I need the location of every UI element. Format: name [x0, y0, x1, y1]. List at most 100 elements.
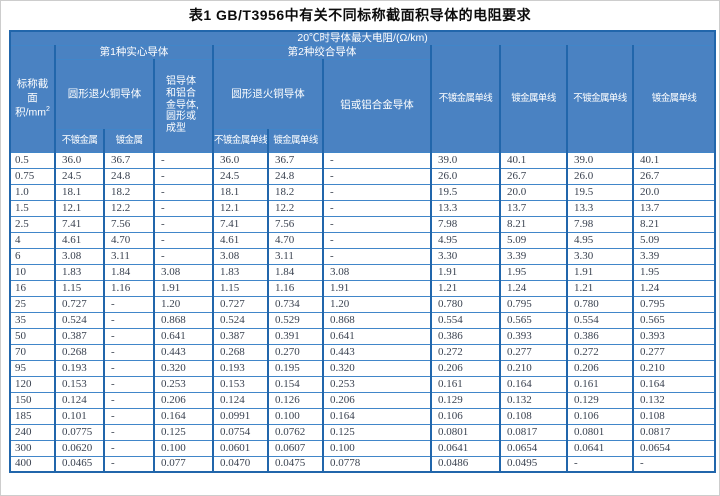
value-cell: 4.70	[267, 231, 324, 249]
value-cell: 39.0	[566, 151, 634, 169]
row-area-cell: 2.5	[9, 215, 56, 233]
value-cell: 0.106	[566, 407, 634, 425]
header-plated-single-wire-1: 镀金属单线	[499, 44, 568, 153]
value-cell: 0.0754	[212, 423, 269, 441]
value-cell: 0.0495	[499, 455, 568, 473]
value-cell: 3.08	[153, 263, 214, 281]
value-cell: 0.206	[430, 359, 501, 377]
value-cell: 0.268	[212, 343, 269, 361]
value-cell: 19.5	[566, 183, 634, 201]
value-cell: 0.393	[499, 327, 568, 345]
row-area-cell: 400	[9, 455, 56, 473]
value-cell: 0.153	[212, 375, 269, 393]
value-cell: 12.2	[103, 199, 155, 217]
value-cell: 0.524	[54, 311, 105, 329]
value-cell: 0.161	[566, 375, 634, 393]
table-row: 50 0.387-0.641 0.387 0.391 0.641 0.386 0.393 0.…	[9, 327, 717, 345]
value-cell: 0.727	[212, 295, 269, 313]
value-cell: 0.161	[430, 375, 501, 393]
value-cell: 0.0607	[267, 439, 324, 457]
value-cell: 40.1	[631, 151, 717, 169]
row-area-cell: 150	[9, 391, 56, 409]
header-solid-round-annealed-copper: 圆形退火铜导体	[54, 58, 155, 130]
value-cell: 26.0	[430, 167, 501, 185]
value-cell: -	[322, 167, 432, 185]
value-cell: 5.09	[631, 231, 717, 249]
value-cell: 0.100	[267, 407, 324, 425]
value-cell: 0.320	[153, 359, 214, 377]
value-cell: 3.08	[212, 247, 269, 265]
value-cell: 3.11	[103, 247, 155, 265]
row-area-cell: 185	[9, 407, 56, 425]
value-cell: -	[103, 455, 155, 473]
value-cell: -	[153, 231, 214, 249]
value-cell: 0.391	[267, 327, 324, 345]
value-cell: -	[103, 423, 155, 441]
value-cell: 0.154	[267, 375, 324, 393]
value-cell: 0.443	[153, 343, 214, 361]
value-cell: 1.24	[499, 279, 568, 297]
row-area-cell: 1.5	[9, 199, 56, 217]
value-cell: 0.268	[54, 343, 105, 361]
row-area-cell: 70	[9, 343, 56, 361]
value-cell: -	[153, 247, 214, 265]
value-cell: 0.210	[499, 359, 568, 377]
value-cell: 0.0775	[54, 423, 105, 441]
row-area-cell: 300	[9, 439, 56, 457]
value-cell: 0.0778	[322, 455, 432, 473]
value-cell: 18.1	[54, 183, 105, 201]
value-cell: 18.1	[212, 183, 269, 201]
value-cell: 0.780	[430, 295, 501, 313]
value-cell: 0.0801	[430, 423, 501, 441]
value-cell: 0.124	[54, 391, 105, 409]
value-cell: 0.554	[566, 311, 634, 329]
value-cell: 7.41	[212, 215, 269, 233]
value-cell: 0.164	[153, 407, 214, 425]
value-cell: -	[322, 199, 432, 217]
row-area-cell: 35	[9, 311, 56, 329]
table-row: 120 0.153-0.253 0.153 0.154 0.253 0.161 0.164 0…	[9, 375, 717, 393]
header-stranded-copper-unplated: 不镀金属单线	[212, 128, 269, 153]
value-cell: 13.3	[566, 199, 634, 217]
value-cell: 1.20	[322, 295, 432, 313]
row-area-cell: 95	[9, 359, 56, 377]
value-cell: 0.206	[153, 391, 214, 409]
table-row: 35 0.524-0.868 0.524 0.529 0.868 0.554 0.565 0.…	[9, 311, 717, 329]
value-cell: 0.108	[499, 407, 568, 425]
nominal-area-label: 标称截面积/mm	[15, 78, 49, 119]
value-cell: -	[103, 327, 155, 345]
value-cell: -	[103, 375, 155, 393]
value-cell: 24.8	[267, 167, 324, 185]
value-cell: 1.15	[54, 279, 105, 297]
value-cell: 5.09	[499, 231, 568, 249]
value-cell: 0.565	[499, 311, 568, 329]
value-cell: -	[153, 167, 214, 185]
value-cell: 0.193	[212, 359, 269, 377]
value-cell: 1.20	[153, 295, 214, 313]
value-cell: 1.91	[566, 263, 634, 281]
value-cell: 1.91	[430, 263, 501, 281]
value-cell: 0.132	[499, 391, 568, 409]
value-cell: 4.95	[566, 231, 634, 249]
value-cell: 0.253	[322, 375, 432, 393]
table-row: 70 0.268-0.443 0.268 0.270 0.443 0.272 0.277 0.…	[9, 343, 717, 361]
value-cell: 0.272	[430, 343, 501, 361]
value-cell: 0.0641	[430, 439, 501, 457]
value-cell: 7.56	[103, 215, 155, 233]
header-solid-aluminum-alloy: 铝导体和铝合金导体,圆形或成型	[153, 58, 214, 153]
table-row: 6 3.08 3.11-3.08 3.11-3.30 3.39 3.30 3.39	[9, 247, 717, 265]
value-cell: 1.91	[322, 279, 432, 297]
value-cell: 8.21	[499, 215, 568, 233]
row-area-cell: 10	[9, 263, 56, 281]
row-area-cell: 240	[9, 423, 56, 441]
value-cell: 0.795	[631, 295, 717, 313]
value-cell: 0.253	[153, 375, 214, 393]
value-cell: 39.0	[430, 151, 501, 169]
value-cell: 36.0	[212, 151, 269, 169]
header-unplated-single-wire-2: 不镀金属单线	[566, 44, 634, 153]
value-cell: -	[322, 247, 432, 265]
value-cell: 36.7	[103, 151, 155, 169]
value-cell: -	[153, 215, 214, 233]
row-area-cell: 0.75	[9, 167, 56, 185]
